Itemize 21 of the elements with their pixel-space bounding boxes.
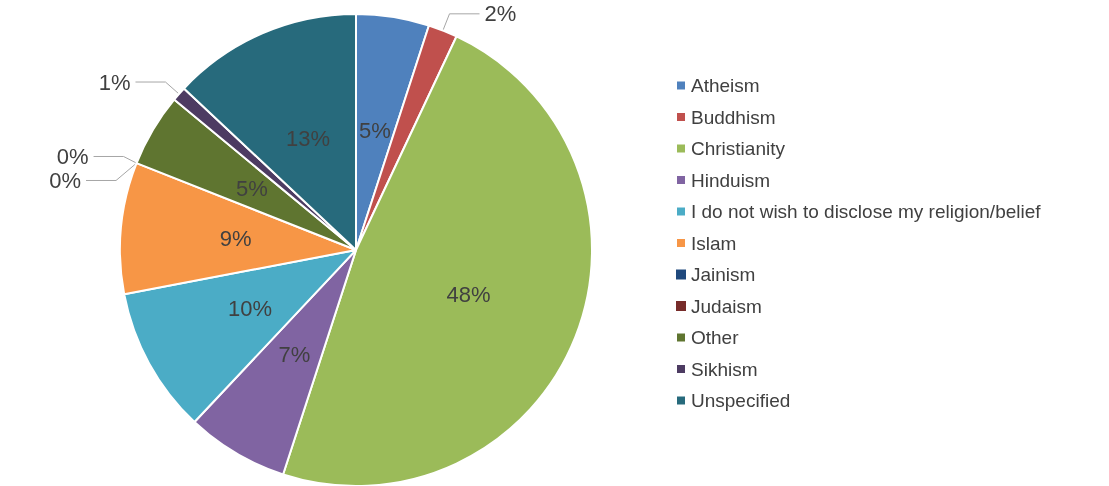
text: 0% bbox=[49, 168, 82, 193]
data-label: 5% bbox=[359, 117, 391, 143]
legend-label: Islam bbox=[691, 232, 737, 254]
legend-label: I do not wish to disclose my religion/belief bbox=[691, 201, 1042, 222]
data-label: 13% bbox=[285, 126, 330, 152]
legend-label: Other bbox=[691, 327, 740, 348]
data-label: 9% bbox=[219, 226, 252, 252]
data-label: 1% bbox=[98, 69, 131, 95]
data-label: 10% bbox=[227, 295, 272, 321]
data-label: 2% bbox=[484, 1, 517, 27]
data-label: 48% bbox=[446, 282, 491, 308]
legend-label: Jainism bbox=[691, 264, 756, 285]
legend-label: Judaism bbox=[691, 295, 762, 317]
legend-label: Atheism bbox=[691, 75, 760, 96]
legend-label: Unspecified bbox=[691, 390, 791, 411]
legend-label: Sikhism bbox=[691, 358, 758, 380]
data-label: 7% bbox=[278, 341, 311, 367]
legend-label: Christianity bbox=[691, 138, 786, 159]
legend-label: Buddhism bbox=[691, 106, 776, 128]
text: 0% bbox=[56, 144, 89, 169]
legend-label: Hinduism bbox=[691, 169, 771, 191]
